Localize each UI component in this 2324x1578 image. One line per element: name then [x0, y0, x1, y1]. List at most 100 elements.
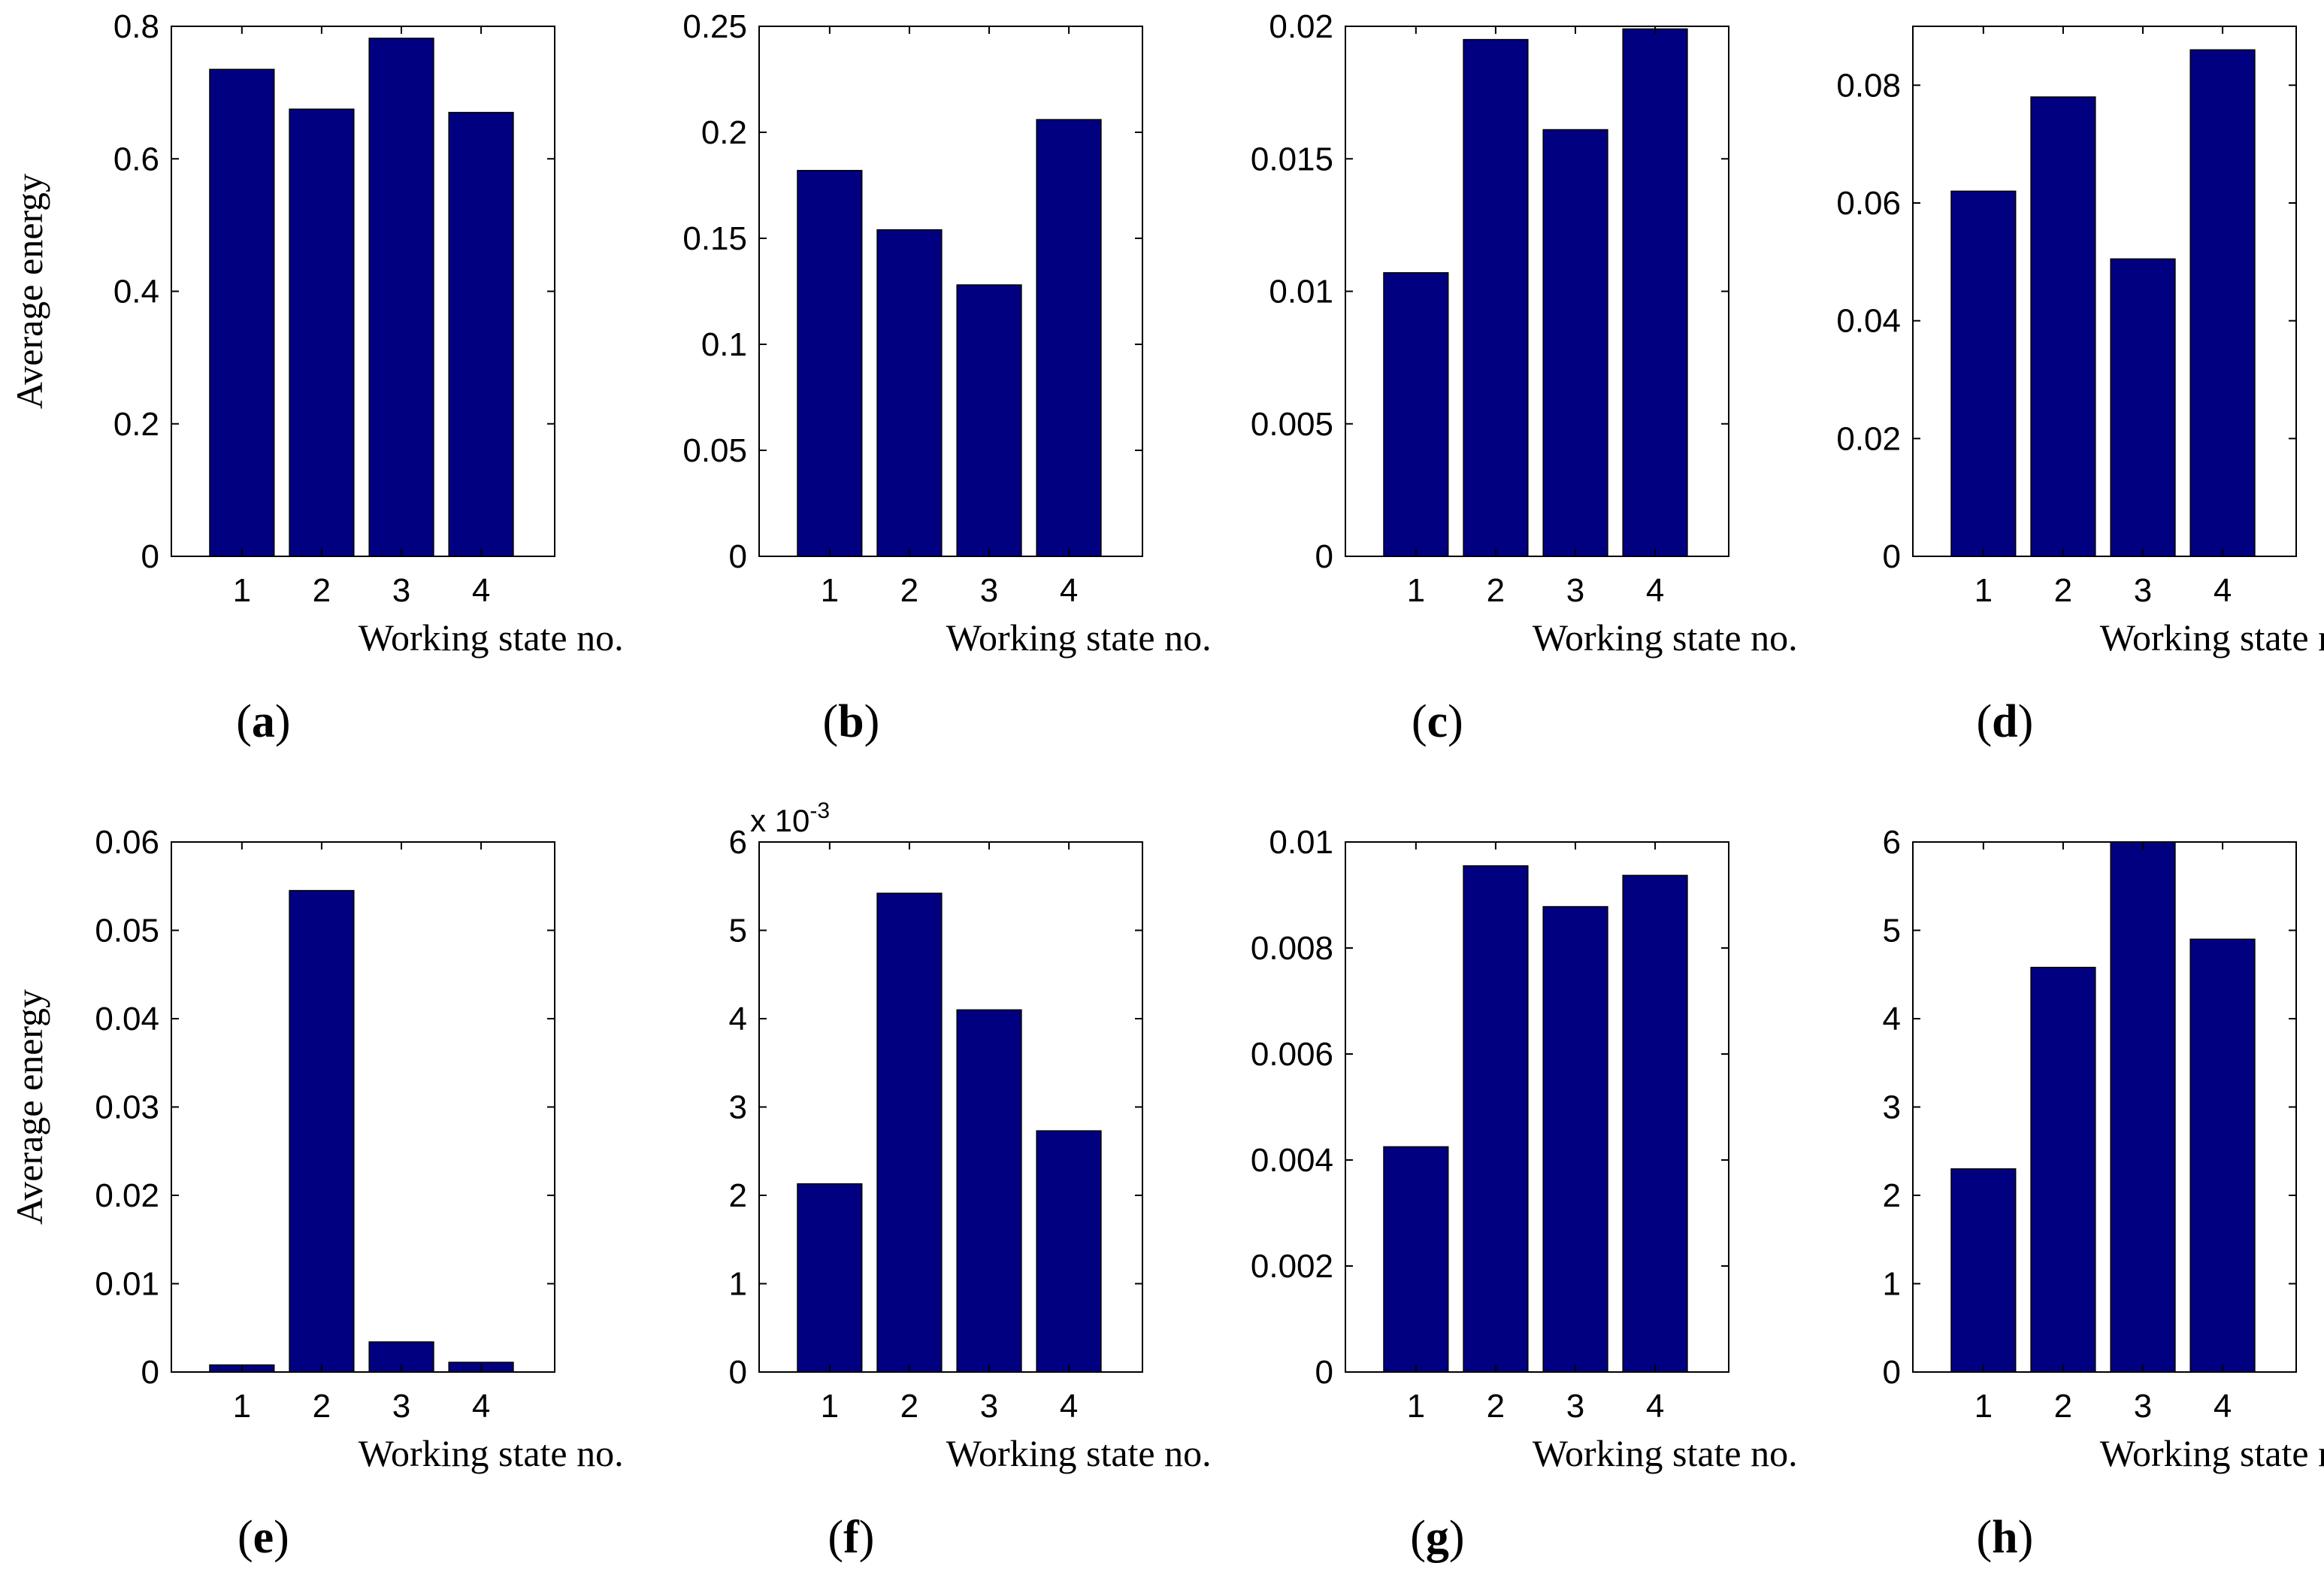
- ytick-label-g: 0.008: [1251, 930, 1333, 967]
- ytick-label-h: 5: [1883, 913, 1901, 950]
- bar-c-3: [1542, 129, 1608, 557]
- bar-a-4: [448, 111, 514, 557]
- multiplier-exponent: -3: [809, 798, 830, 823]
- bar-e-2: [289, 889, 355, 1373]
- bar-d-1: [1950, 190, 2017, 557]
- xtick-label-a: 4: [472, 572, 490, 609]
- bar-g-2: [1463, 865, 1529, 1373]
- panel-letter: a: [252, 696, 275, 747]
- xtick-label-b: 3: [980, 572, 998, 609]
- panel-b: 0 0.05 0.1 0.15 0.2 0.25 1 2 3 4 Working state no.…: [682, 8, 1211, 747]
- ytick-label-a: 0.2: [113, 406, 159, 443]
- ytick-label-f: 2: [729, 1177, 747, 1214]
- xtick-label-b: 2: [900, 572, 918, 609]
- panel-e: 0 0.01 0.02 0.03 0.04 0.05 0.06 1 2 3 4 Working sta…: [8, 824, 624, 1563]
- ytick-label-d: 0.06: [1836, 185, 1901, 222]
- xtick-label-e: 3: [392, 1388, 410, 1425]
- bar-c-1: [1383, 272, 1449, 557]
- ytick-label-d: 0.04: [1836, 303, 1901, 340]
- bar-b-3: [956, 284, 1022, 557]
- panel-label-c: (c): [1412, 696, 1463, 747]
- xtick-label-e: 2: [313, 1388, 331, 1425]
- xlabel-d: Working state no.: [2100, 616, 2324, 659]
- panel-letter: c: [1427, 696, 1448, 747]
- xtick-label-d: 3: [2134, 572, 2152, 609]
- ytick-label-f: 6: [729, 824, 747, 861]
- xtick-label-a: 2: [313, 572, 331, 609]
- panel-label-d: (d): [1977, 696, 2034, 747]
- bar-b-2: [876, 229, 943, 557]
- ytick-label-c: 0.02: [1269, 8, 1333, 45]
- ytick-label-a: 0.6: [113, 141, 159, 177]
- bar-f-1: [797, 1183, 863, 1373]
- panel-letter: d: [1992, 696, 2017, 747]
- panel-label-b: (b): [823, 696, 880, 747]
- xtick-label-b: 1: [821, 572, 839, 609]
- ytick-label-b: 0.1: [701, 326, 747, 363]
- ytick-label-e: 0.03: [95, 1089, 159, 1126]
- xtick-label-b: 4: [1060, 572, 1078, 609]
- ytick-label-h: 3: [1883, 1089, 1901, 1126]
- ytick-label-c: 0: [1315, 538, 1333, 575]
- ylabel-a: Average energy: [8, 174, 50, 409]
- xtick-label-h: 4: [2214, 1388, 2232, 1425]
- panel-label-e: (e): [238, 1512, 289, 1563]
- bar-h-3: [2110, 841, 2176, 1373]
- ytick-label-a: 0: [141, 538, 159, 575]
- ytick-label-b: 0: [729, 538, 747, 575]
- ytick-label-g: 0.01: [1269, 824, 1333, 861]
- ytick-label-b: 0.2: [701, 114, 747, 151]
- xlabel-g: Working state no.: [1533, 1432, 1798, 1474]
- bar-f-3: [956, 1009, 1022, 1373]
- ylabel-e: Average energy: [8, 989, 50, 1225]
- bar-d-2: [2030, 96, 2096, 557]
- ytick-label-g: 0.004: [1251, 1142, 1333, 1179]
- ytick-label-g: 0.006: [1251, 1036, 1333, 1073]
- ytick-label-b: 0.15: [682, 220, 747, 257]
- xtick-label-a: 3: [392, 572, 410, 609]
- xtick-label-c: 1: [1407, 572, 1425, 609]
- panel-h: 0 1 2 3 4 5 6 1 2 3 4 Working state no. (h): [1883, 824, 2324, 1563]
- ytick-label-c: 0.015: [1251, 141, 1333, 177]
- xtick-label-f: 1: [821, 1388, 839, 1425]
- panel-letter: f: [843, 1512, 860, 1563]
- bar-f-4: [1036, 1130, 1102, 1373]
- panel-c: 0 0.005 0.01 0.015 0.02 1 2 3 4 Working state no.…: [1251, 8, 1798, 747]
- ytick-label-f: 4: [729, 1001, 747, 1037]
- ytick-label-e: 0.02: [95, 1177, 159, 1214]
- panel-letter: e: [253, 1512, 274, 1563]
- ytick-label-h: 4: [1883, 1001, 1901, 1037]
- ytick-label-e: 0.06: [95, 824, 159, 861]
- xtick-label-g: 1: [1407, 1388, 1425, 1425]
- ytick-label-c: 0.01: [1269, 274, 1333, 310]
- xtick-label-a: 1: [233, 572, 251, 609]
- ytick-label-h: 0: [1883, 1354, 1901, 1391]
- multiplier-f: x 10-3: [750, 798, 830, 838]
- xtick-label-d: 2: [2054, 572, 2072, 609]
- bar-h-2: [2030, 967, 2096, 1373]
- bar-c-4: [1622, 28, 1688, 557]
- ytick-label-f: 3: [729, 1089, 747, 1126]
- ytick-label-h: 2: [1883, 1177, 1901, 1214]
- bar-h-1: [1950, 1168, 2017, 1373]
- xtick-label-g: 3: [1566, 1388, 1584, 1425]
- ytick-label-d: 0.08: [1836, 67, 1901, 104]
- xtick-label-c: 4: [1646, 572, 1664, 609]
- bar-c-2: [1463, 38, 1529, 557]
- ytick-label-g: 0: [1315, 1354, 1333, 1391]
- xlabel-h: Working state no.: [2100, 1432, 2324, 1474]
- bar-h-4: [2189, 938, 2256, 1373]
- xtick-label-d: 4: [2214, 572, 2232, 609]
- xtick-label-h: 1: [1974, 1388, 1993, 1425]
- panel-label-a: (a): [236, 696, 290, 747]
- xtick-label-c: 3: [1566, 572, 1584, 609]
- ytick-label-c: 0.005: [1251, 406, 1333, 443]
- bar-a-2: [289, 108, 355, 557]
- xtick-label-e: 1: [233, 1388, 251, 1425]
- multiplier-base: x 10: [750, 803, 809, 838]
- bar-g-3: [1542, 906, 1608, 1373]
- bar-d-3: [2110, 258, 2176, 557]
- ytick-label-d: 0: [1883, 538, 1901, 575]
- ytick-label-b: 0.05: [682, 432, 747, 469]
